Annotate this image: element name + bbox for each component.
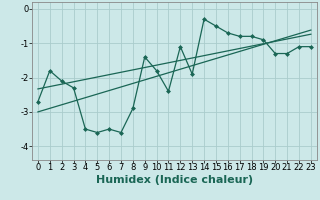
X-axis label: Humidex (Indice chaleur): Humidex (Indice chaleur) xyxy=(96,175,253,185)
